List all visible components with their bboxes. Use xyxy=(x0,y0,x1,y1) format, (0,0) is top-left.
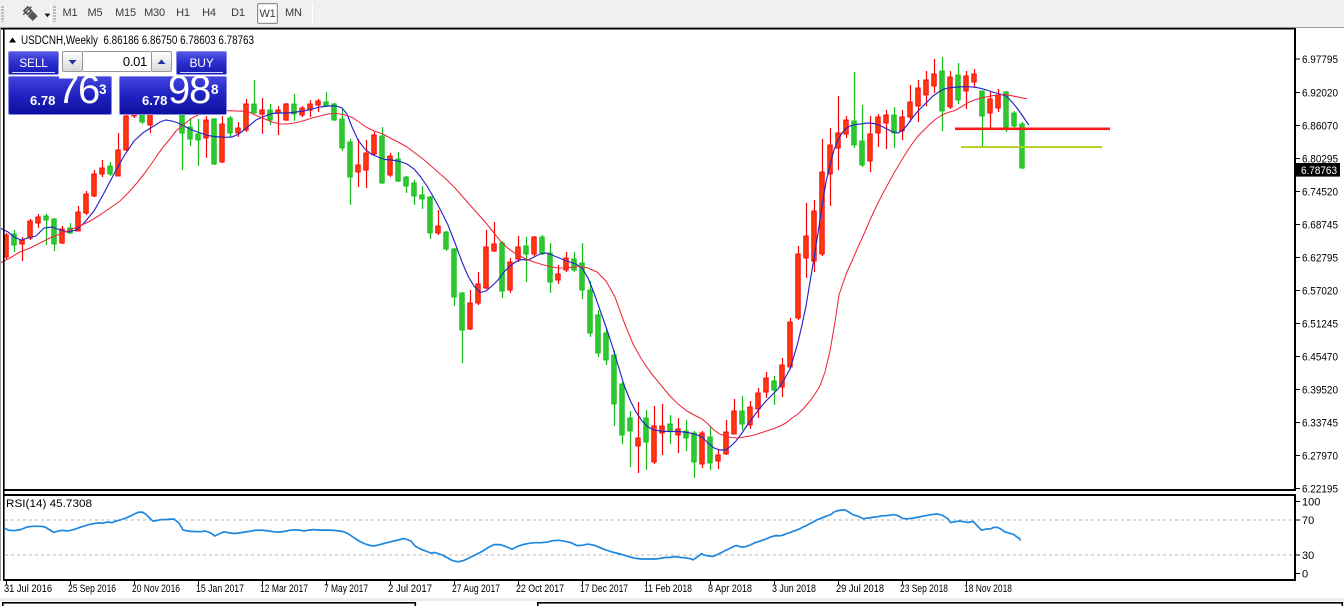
svg-text:3 Jun 2018: 3 Jun 2018 xyxy=(772,583,816,595)
svg-text:USDCNH,Weekly 6.86186 6.86750: USDCNH,Weekly 6.86186 6.86750 6.78603 6.… xyxy=(21,35,254,47)
svg-text:6.68745: 6.68745 xyxy=(1302,220,1338,232)
svg-text:11 Feb 2018: 11 Feb 2018 xyxy=(644,583,692,595)
svg-text:6.22195: 6.22195 xyxy=(1302,484,1338,496)
svg-text:RSI(14) 45.7308: RSI(14) 45.7308 xyxy=(6,498,92,510)
svg-text:6.45470: 6.45470 xyxy=(1302,352,1338,364)
svg-text:6.78763: 6.78763 xyxy=(1301,165,1337,177)
svg-text:23 Sep 2018: 23 Sep 2018 xyxy=(900,583,948,595)
svg-text:12 Mar 2017: 12 Mar 2017 xyxy=(260,583,308,595)
svg-text:6.97795: 6.97795 xyxy=(1302,54,1338,66)
svg-text:6.62795: 6.62795 xyxy=(1302,253,1338,265)
svg-text:15 Jan 2017: 15 Jan 2017 xyxy=(196,583,244,595)
svg-text:18 Nov 2018: 18 Nov 2018 xyxy=(964,583,1012,595)
svg-text:30: 30 xyxy=(1302,550,1314,562)
svg-text:6.74520: 6.74520 xyxy=(1302,187,1338,199)
svg-text:0: 0 xyxy=(1302,569,1308,581)
svg-text:22 Oct 2017: 22 Oct 2017 xyxy=(516,583,564,595)
svg-text:25 Sep 2016: 25 Sep 2016 xyxy=(68,583,116,595)
svg-text:6.80295: 6.80295 xyxy=(1302,154,1338,166)
svg-text:7 May 2017: 7 May 2017 xyxy=(324,583,368,595)
svg-text:70: 70 xyxy=(1302,515,1314,527)
svg-text:17 Dec 2017: 17 Dec 2017 xyxy=(580,583,628,595)
svg-text:31 Jul 2016: 31 Jul 2016 xyxy=(4,583,52,595)
svg-text:6.33745: 6.33745 xyxy=(1302,418,1338,430)
svg-text:6.39520: 6.39520 xyxy=(1302,385,1338,397)
svg-text:6.86070: 6.86070 xyxy=(1302,121,1338,133)
svg-text:2 Jul 2017: 2 Jul 2017 xyxy=(388,583,432,595)
svg-text:6.57020: 6.57020 xyxy=(1302,286,1338,298)
svg-text:8 Apr 2018: 8 Apr 2018 xyxy=(708,583,752,595)
svg-text:6.27970: 6.27970 xyxy=(1302,451,1338,463)
svg-text:100: 100 xyxy=(1302,497,1320,509)
svg-text:6.51245: 6.51245 xyxy=(1302,319,1338,331)
svg-text:27 Aug 2017: 27 Aug 2017 xyxy=(452,583,500,595)
svg-text:29 Jul 2018: 29 Jul 2018 xyxy=(836,583,884,595)
svg-text:20 Nov 2016: 20 Nov 2016 xyxy=(132,583,180,595)
svg-text:6.92020: 6.92020 xyxy=(1302,88,1338,100)
